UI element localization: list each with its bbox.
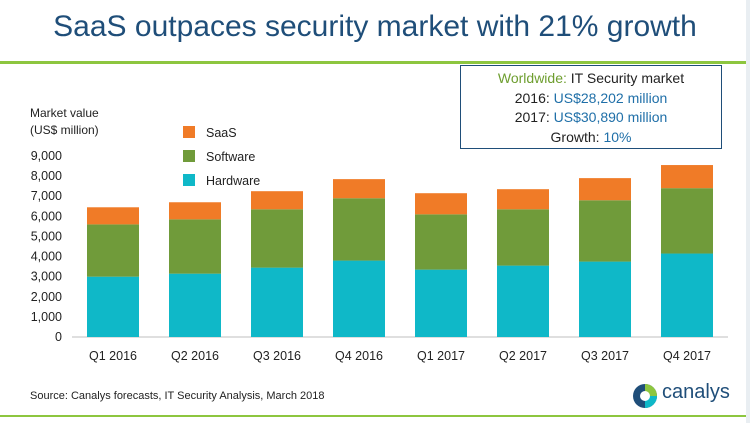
title-divider bbox=[0, 61, 750, 64]
info-line-3: 2017: US$30,890 million bbox=[461, 108, 721, 128]
info-growth-label: Growth: bbox=[550, 128, 600, 145]
x-tick-label: Q1 2017 bbox=[417, 349, 465, 363]
info-growth-value: 10% bbox=[603, 128, 632, 145]
info-line-4: Growth: 10% bbox=[461, 128, 721, 148]
y-axis-label: (US$ million) bbox=[30, 123, 99, 137]
y-tick-label: 5,000 bbox=[31, 229, 62, 243]
bar-software-q1-2017 bbox=[415, 214, 467, 270]
market-info-box: Worldwide: IT Security market 2016: US$2… bbox=[460, 65, 722, 149]
info-2016-label: 2016: bbox=[514, 89, 550, 106]
bar-software-q3-2016 bbox=[251, 209, 303, 268]
info-line-1: Worldwide: IT Security market bbox=[461, 69, 721, 89]
y-tick-label: 0 bbox=[55, 330, 62, 344]
y-tick-label: 4,000 bbox=[31, 250, 62, 264]
bar-hardware-q4-2016 bbox=[333, 260, 385, 337]
x-tick-label: Q1 2016 bbox=[89, 349, 137, 363]
info-2017-value: US$30,890 million bbox=[553, 109, 668, 125]
legend-swatch-software bbox=[183, 150, 195, 162]
canalys-logo: canalys bbox=[632, 381, 742, 409]
x-tick-label: Q3 2016 bbox=[253, 349, 301, 363]
bar-hardware-q3-2017 bbox=[579, 261, 631, 337]
info-line-2: 2016: US$28,202 million bbox=[461, 89, 721, 109]
source-note: Source: Canalys forecasts, IT Security A… bbox=[30, 390, 325, 402]
info-worldwide-label: Worldwide: bbox=[497, 70, 567, 86]
legend-label-hardware: Hardware bbox=[206, 174, 260, 188]
bar-software-q2-2016 bbox=[169, 219, 221, 274]
bar-software-q2-2017 bbox=[497, 209, 549, 266]
y-axis-label: Market value bbox=[30, 106, 99, 120]
stacked-bar-chart: Market value (US$ million) 0 1,000 2,000 3,00… bbox=[30, 106, 728, 363]
bar-saas-q4-2016 bbox=[333, 179, 385, 199]
y-tick-label: 9,000 bbox=[31, 149, 62, 163]
x-tick-label: Q4 2016 bbox=[335, 349, 383, 363]
y-tick-label: 2,000 bbox=[31, 290, 62, 304]
bar-software-q4-2016 bbox=[333, 198, 385, 261]
legend-swatch-saas bbox=[183, 126, 195, 138]
x-tick-label: Q3 2017 bbox=[581, 349, 629, 363]
bar-hardware-q2-2016 bbox=[169, 273, 221, 337]
bar-saas-q4-2017 bbox=[661, 165, 713, 189]
bar-software-q3-2017 bbox=[579, 200, 631, 262]
bar-hardware-q2-2017 bbox=[497, 265, 549, 337]
y-tick-label: 6,000 bbox=[31, 209, 62, 223]
info-2016-value: US$28,202 million bbox=[553, 89, 668, 106]
bar-software-q4-2017 bbox=[661, 188, 713, 254]
bar-hardware-q1-2017 bbox=[415, 269, 467, 337]
legend-label-software: Software bbox=[206, 150, 255, 164]
bar-saas-q1-2016 bbox=[87, 207, 139, 225]
y-tick-label: 3,000 bbox=[31, 270, 62, 284]
x-tick-label: Q2 2016 bbox=[171, 349, 219, 363]
y-tick-label: 1,000 bbox=[31, 310, 62, 324]
bar-saas-q1-2017 bbox=[415, 193, 467, 215]
x-tick-label: Q2 2017 bbox=[499, 349, 547, 363]
bar-hardware-q1-2016 bbox=[87, 276, 139, 337]
legend-swatch-hardware bbox=[183, 174, 195, 186]
bar-saas-q2-2016 bbox=[169, 202, 221, 220]
x-tick-label: Q4 2017 bbox=[663, 349, 711, 363]
bar-saas-q3-2017 bbox=[579, 178, 631, 201]
info-2017-label: 2017: bbox=[514, 109, 550, 125]
canalys-logo-icon bbox=[633, 384, 657, 408]
bar-hardware-q4-2017 bbox=[661, 253, 713, 337]
right-edge-stripe bbox=[746, 0, 750, 423]
legend-label-saas: SaaS bbox=[206, 126, 237, 140]
y-tick-label: 7,000 bbox=[31, 189, 62, 203]
chart-title: SaaS outpaces security market with 21% g… bbox=[53, 10, 697, 43]
y-tick-label: 8,000 bbox=[31, 169, 62, 183]
bar-hardware-q3-2016 bbox=[251, 267, 303, 337]
bar-saas-q2-2017 bbox=[497, 189, 549, 210]
info-market-label: IT Security market bbox=[570, 70, 685, 86]
bar-software-q1-2016 bbox=[87, 224, 139, 277]
bar-saas-q3-2016 bbox=[251, 191, 303, 210]
canalys-logo-text: canalys bbox=[662, 381, 730, 403]
bottom-divider bbox=[0, 415, 750, 417]
